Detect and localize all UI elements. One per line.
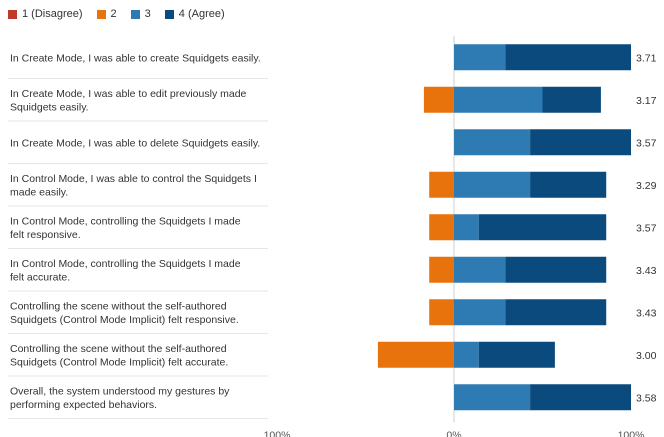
mean-value-label: 3.57 [636, 137, 657, 149]
bar-segment-3 [454, 256, 506, 283]
bar-segment-3 [454, 214, 479, 241]
bar-segment-2 [429, 214, 454, 241]
x-tick-label: 0% [446, 430, 461, 437]
mean-value-label: 3.29 [636, 180, 657, 192]
bar-segment-3 [454, 341, 479, 368]
bar-segment-4 [478, 214, 607, 241]
legend-swatch [8, 9, 17, 19]
category-label: In Create Mode, I was able to delete Squ… [10, 137, 260, 149]
bar-segment-4 [542, 86, 601, 113]
legend: 1 (Disagree) 2 3 4 (Agree) [8, 8, 225, 20]
legend-item: 3 [130, 8, 151, 20]
mean-value-label: 3.57 [636, 222, 657, 234]
bar-segment-4 [505, 256, 607, 283]
legend-item: 4 (Agree) [164, 8, 225, 20]
bar-segment-4 [505, 299, 607, 326]
category-label: In Control Mode, controlling the Squidge… [10, 258, 241, 284]
legend-item: 1 (Disagree) [8, 8, 83, 20]
category-label: In Control Mode, I was able to control t… [10, 173, 257, 199]
bar-segment-4 [505, 44, 631, 71]
bar-segment-3 [454, 171, 531, 198]
x-tick-label: 100% [264, 430, 291, 437]
category-label: In Control Mode, controlling the Squidge… [10, 216, 241, 242]
bar-segment-2 [423, 86, 454, 113]
x-tick-label: 100% [618, 430, 645, 437]
category-label: Overall, the system understood my gestur… [10, 386, 230, 412]
mean-value-label: 3.00 [636, 350, 657, 362]
category-label: In Create Mode, I was able to create Squ… [10, 52, 261, 64]
legend-swatch [130, 9, 140, 19]
bar-segment-4 [530, 384, 631, 411]
category-label: Controlling the scene without the self-a… [10, 301, 239, 327]
bar-segment-3 [454, 44, 506, 71]
bar-segment-4 [530, 171, 607, 198]
bar-segment-4 [530, 129, 631, 156]
mean-value-label: 3.71 [636, 52, 657, 64]
legend-item: 2 [96, 8, 117, 20]
bar-segment-2 [429, 299, 454, 326]
legend-label: 4 (Agree) [178, 8, 225, 20]
bar-segment-3 [454, 129, 531, 156]
bar-segment-3 [454, 299, 506, 326]
legend-label: 2 [110, 8, 117, 20]
mean-value-label: 3.43 [636, 307, 657, 319]
bar-segment-2 [429, 256, 454, 283]
legend-label: 1 (Disagree) [22, 8, 83, 20]
mean-value-label: 3.17 [636, 95, 657, 107]
bar-segment-3 [454, 384, 531, 411]
legend-label: 3 [144, 8, 151, 20]
legend-swatch [96, 9, 106, 19]
bar-segment-3 [454, 86, 543, 113]
bar-segment-2 [377, 341, 454, 368]
bar-segment-2 [429, 171, 454, 198]
legend-swatch [164, 9, 174, 19]
category-label: In Create Mode, I was able to edit previ… [10, 88, 247, 114]
mean-value-label: 3.58 [636, 392, 657, 404]
category-label: Controlling the scene without the self-a… [10, 343, 228, 369]
mean-value-label: 3.43 [636, 265, 657, 277]
bar-segment-4 [478, 341, 555, 368]
